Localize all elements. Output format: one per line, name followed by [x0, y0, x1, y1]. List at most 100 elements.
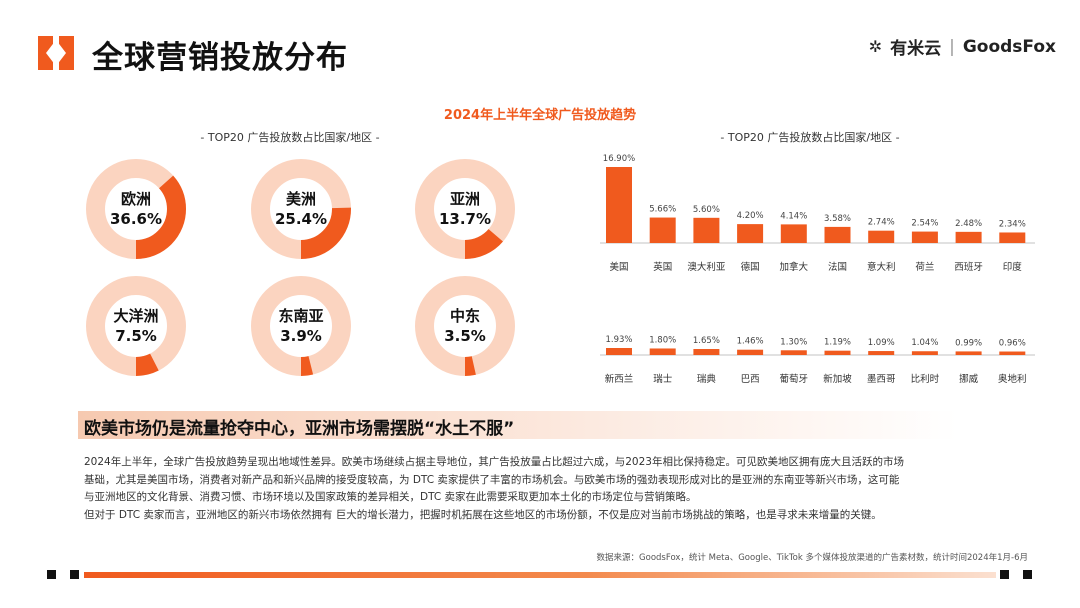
bar	[606, 348, 632, 355]
donut-oceania: 大洋洲 7.5%	[86, 276, 186, 376]
donut-middle-east: 中东 3.5%	[415, 276, 515, 376]
bar	[955, 351, 982, 355]
bar-category-label: 印度	[1003, 261, 1023, 273]
bar-category-label: 荷兰	[915, 261, 934, 273]
bar-category-label: 澳大利亚	[687, 261, 726, 273]
bar-value-label: 4.14%	[780, 211, 807, 221]
data-source-note: 数据来源：GoodsFox，统计 Meta、Google、TikTok 多个媒体…	[596, 553, 1029, 563]
sparkle-icon: ✲	[868, 37, 883, 56]
bar-category-label: 巴西	[741, 374, 760, 385]
body-line: 2024年上半年，全球广告投放趋势呈现出地域性差异。欧美市场继续占据主导地位，其…	[84, 456, 904, 468]
donut-americas: 美洲 25.4%	[251, 159, 351, 259]
bar	[780, 350, 807, 355]
bar	[693, 349, 720, 355]
footer-bar	[84, 572, 996, 578]
bar-category-label: 加拿大	[780, 261, 809, 273]
bar	[606, 167, 632, 243]
bar-category-label: 英国	[653, 261, 672, 273]
donut-label-name: 美洲	[285, 190, 316, 208]
bar-value-label: 2.34%	[999, 219, 1026, 229]
bar-value-label: 2.48%	[955, 219, 982, 229]
body-line: 但对于 DTC 卖家而言，亚洲地区的新兴市场依然拥有 巨大的增长潜力，把握时机拓…	[84, 508, 882, 521]
bar	[649, 217, 676, 243]
donut-slice	[251, 276, 351, 376]
bar-value-label: 5.66%	[649, 205, 676, 215]
bar-value-label: 0.99%	[955, 338, 982, 348]
brand-name-goodsfox: GoodsFox	[962, 36, 1056, 57]
donut-slice	[86, 159, 186, 259]
bar-category-label: 新加坡	[823, 373, 852, 385]
donut-label-name: 亚洲	[449, 190, 480, 208]
bar-category-label: 瑞典	[697, 373, 717, 385]
bar	[737, 349, 764, 355]
bar-category-label: 挪威	[959, 373, 979, 385]
bar-value-label: 3.58%	[824, 214, 851, 224]
page-title: 全球营销投放分布	[92, 40, 348, 76]
body-line: 与亚洲地区的文化背景、消费习惯、市场环境以及国家政策的差异相关，DTC 卖家在此…	[84, 491, 697, 503]
bar	[780, 224, 807, 243]
donut-slice	[415, 159, 515, 259]
donut-label-value: 36.6%	[109, 210, 163, 228]
bar-chart: 16.90% 美国 5.66% 英国 5.60% 澳大利亚 4.20% 德国 4.14% 加拿大 3…	[600, 154, 1035, 385]
bar-category-label: 美国	[609, 261, 628, 273]
bar	[911, 231, 938, 243]
body-line: 基础，尤其是美国市场，消费者对新产品和新兴品牌的接受度较高，为 DTC 卖家提供…	[84, 473, 900, 486]
donut-label-value: 3.5%	[444, 327, 486, 345]
bar-value-label: 4.20%	[737, 211, 764, 221]
bar-value-label: 1.30%	[780, 337, 807, 347]
bar-value-label: 1.93%	[605, 335, 632, 345]
bar	[999, 232, 1026, 243]
bar-value-label: 1.65%	[693, 336, 720, 346]
donut-slice	[251, 159, 351, 259]
footer-square	[70, 570, 79, 579]
bar-value-label: 0.96%	[999, 339, 1026, 349]
donut-europe: 欧洲 36.6%	[86, 159, 186, 259]
donut-label-name: 东南亚	[278, 307, 324, 325]
donut-label-name: 大洋洲	[113, 307, 159, 325]
donut-slice	[415, 276, 515, 376]
bar-category-label: 墨西哥	[867, 374, 896, 385]
donut-subtitle: - TOP20 广告投放数占比国家/地区 -	[200, 131, 380, 144]
donut-label-value: 7.5%	[115, 327, 157, 345]
footer-square	[47, 570, 56, 579]
footer-square	[1000, 570, 1009, 579]
bar-category-label: 奥地利	[998, 373, 1027, 385]
bar	[737, 224, 764, 243]
bar-category-label: 德国	[741, 261, 760, 273]
bar-value-label: 1.19%	[824, 338, 851, 348]
bar-category-label: 西班牙	[954, 261, 983, 273]
bar-value-label: 2.54%	[911, 219, 938, 229]
heading-highlight	[78, 411, 958, 439]
bar	[911, 351, 938, 355]
footer-square	[1023, 570, 1032, 579]
donut-asia: 亚洲 13.7%	[415, 159, 515, 259]
bar	[824, 226, 851, 243]
bar-value-label: 1.09%	[868, 338, 895, 348]
chart-main-title: 2024年上半年全球广告投放趋势	[443, 108, 637, 123]
section-heading: 欧美市场仍是流量抢夺中心，亚洲市场需摆脱“水土不服”	[84, 419, 515, 439]
body-text: 2024年上半年，全球广告投放趋势呈现出地域性差异。欧美市场继续占据主导地位，其…	[84, 454, 1014, 524]
bar-category-label: 葡萄牙	[780, 373, 809, 385]
donut-label-value: 13.7%	[438, 210, 492, 228]
bar	[955, 231, 982, 243]
bar-category-label: 比利时	[911, 373, 940, 385]
bar	[868, 351, 895, 355]
bar-category-label: 意大利	[867, 261, 896, 273]
bar	[824, 350, 851, 355]
bar-value-label: 2.74%	[868, 218, 895, 228]
donut-label-name: 欧洲	[120, 190, 151, 208]
bar-category-label: 瑞士	[653, 373, 673, 385]
bar-value-label: 1.04%	[911, 338, 938, 348]
bar	[649, 348, 676, 355]
bar-value-label: 16.90%	[603, 154, 635, 164]
donut-label-value: 25.4%	[274, 210, 328, 228]
bar	[999, 351, 1026, 355]
donut-label-name: 中东	[449, 307, 480, 325]
bar-category-label: 法国	[828, 261, 847, 273]
bar-value-label: 1.46%	[737, 337, 764, 347]
donut-slice	[86, 276, 186, 376]
bar	[693, 217, 720, 243]
brand-logo: ✲ 有米云 | GoodsFox	[868, 34, 1056, 60]
bar-subtitle: - TOP20 广告投放数占比国家/地区 -	[720, 131, 900, 144]
bar	[868, 230, 895, 243]
